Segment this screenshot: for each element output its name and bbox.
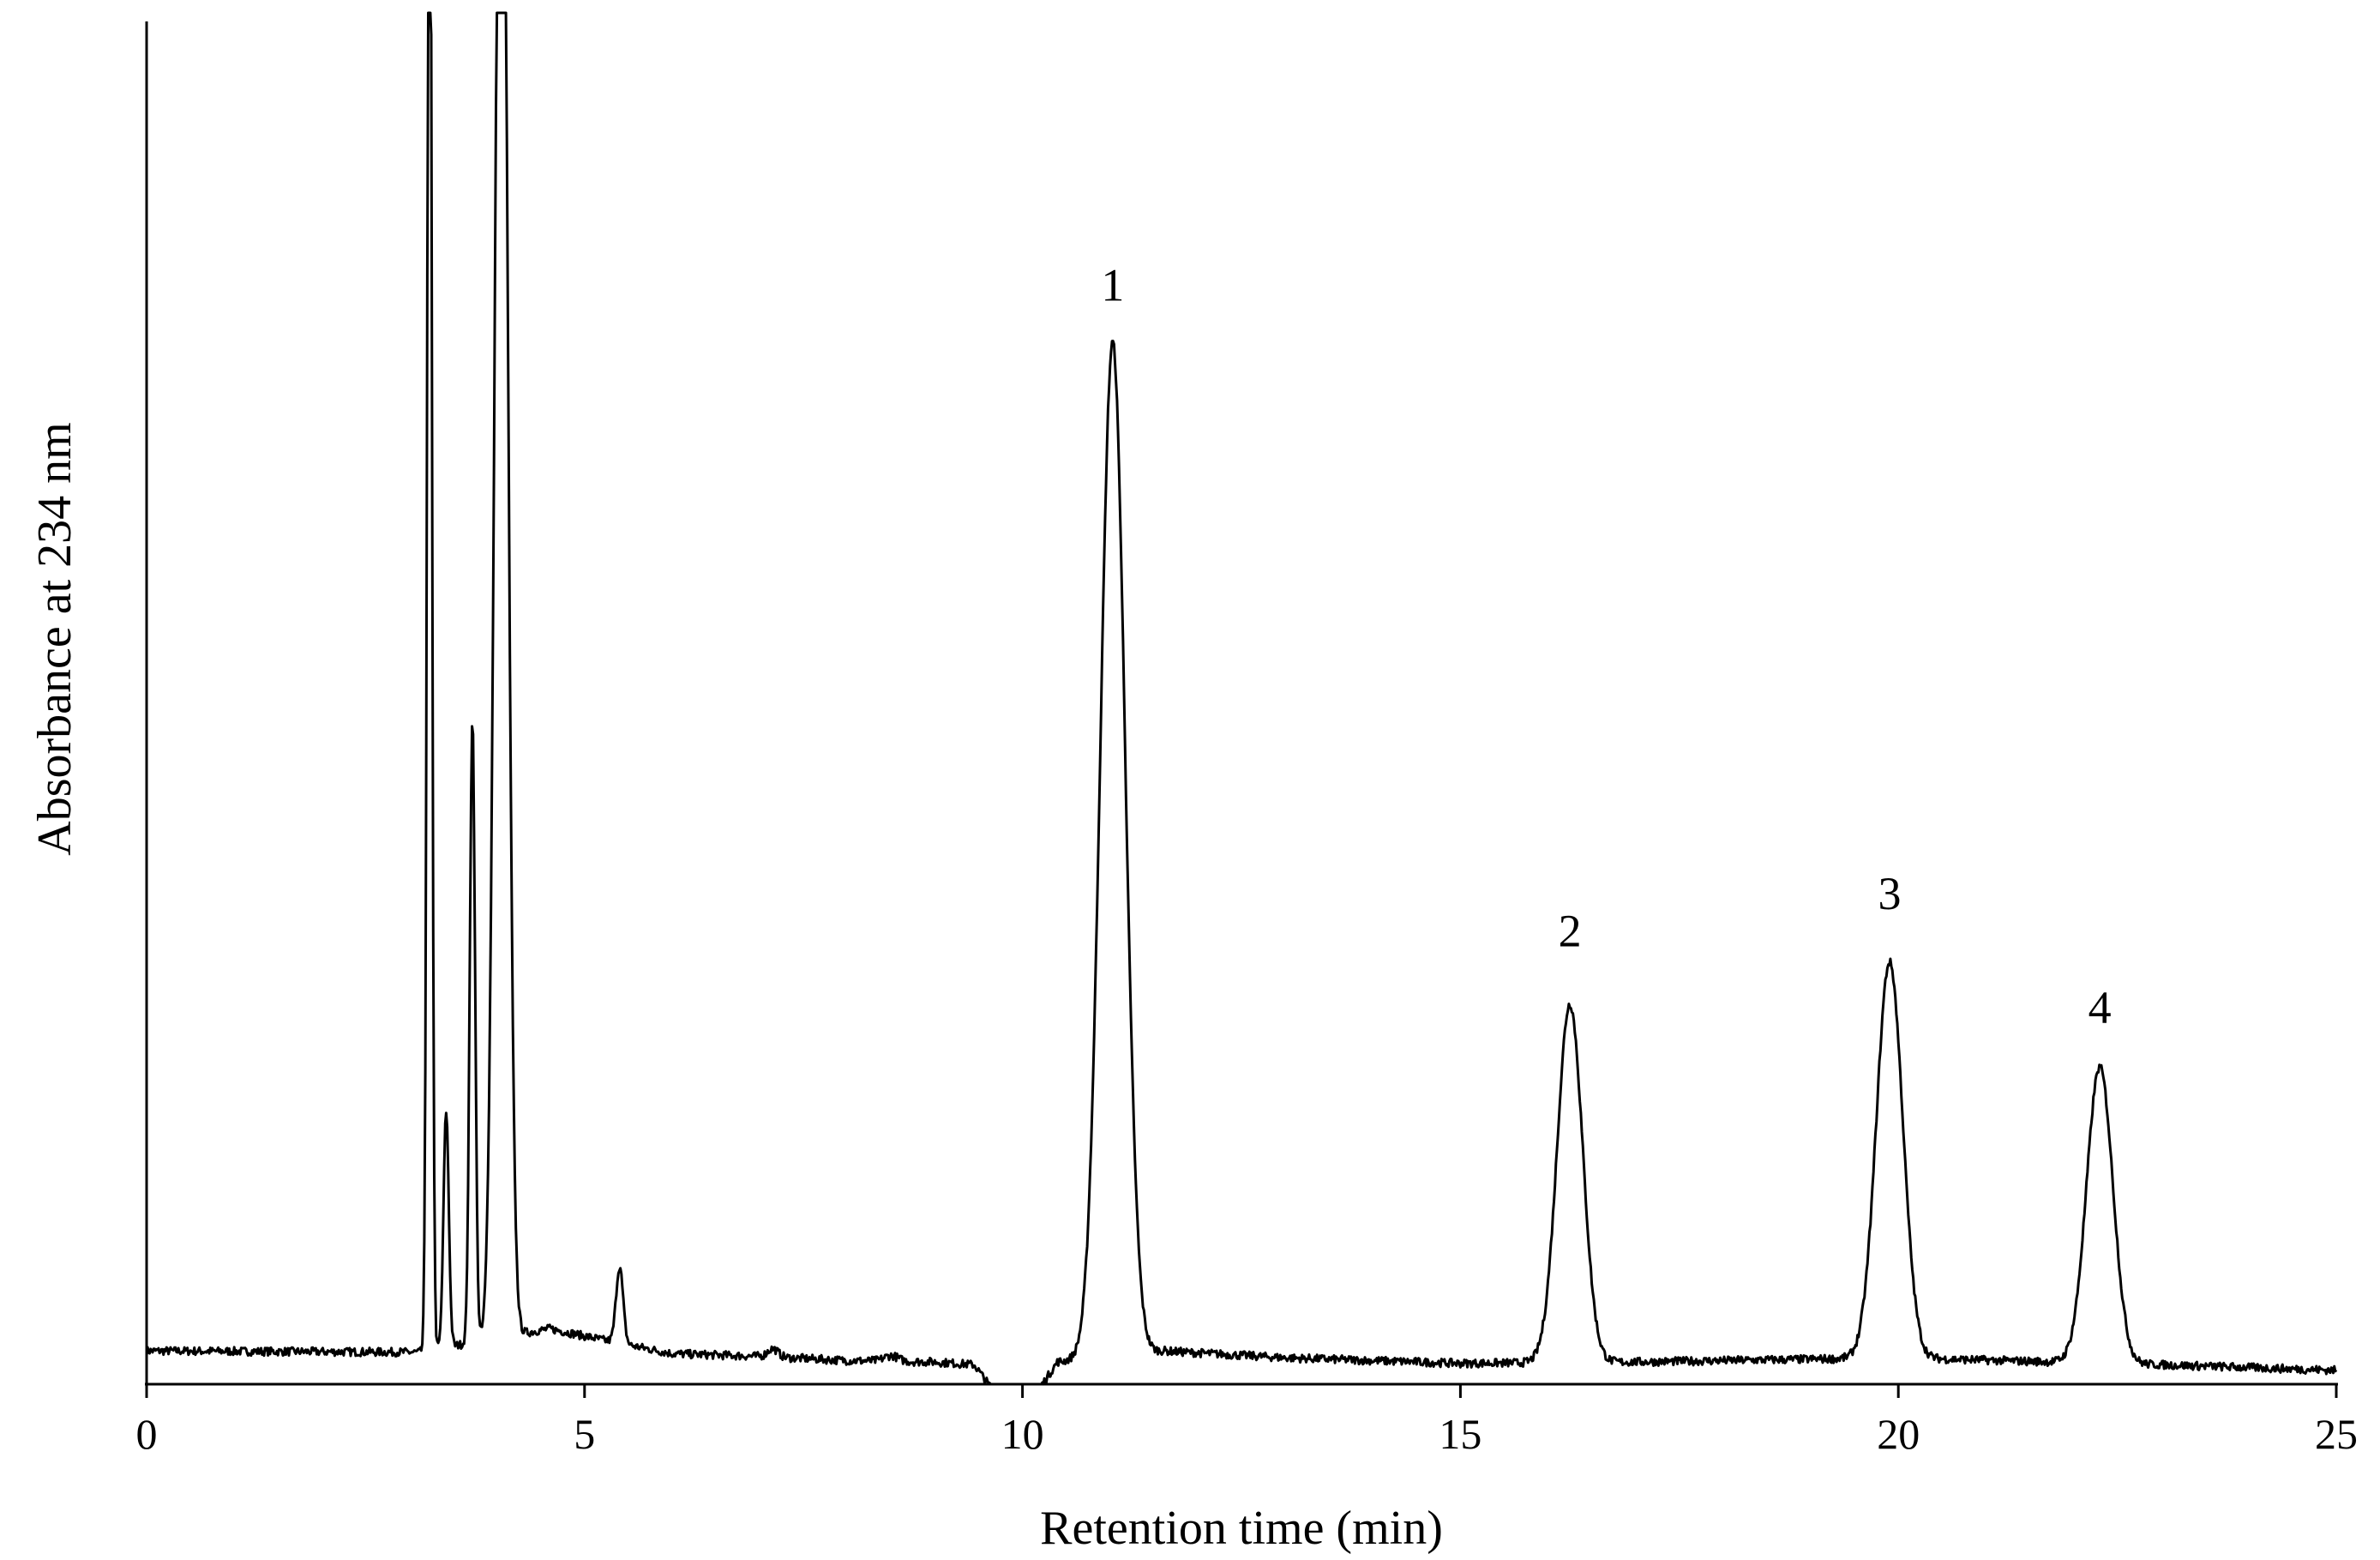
- chromatogram-trace: [145, 11, 2338, 1386]
- peak-label: 3: [1878, 868, 1901, 919]
- x-tick-label: 5: [574, 1410, 595, 1458]
- axes: [145, 21, 2338, 1386]
- peak-label: 1: [1101, 259, 1124, 310]
- peak-label: 4: [2089, 982, 2112, 1033]
- x-tick-label: 10: [1001, 1410, 1044, 1458]
- y-axis-title: Absorbance at 234 nm: [28, 422, 81, 855]
- x-tick-labels: 0 5 10 15 20 25: [136, 1410, 2359, 1458]
- x-tick-label: 15: [1439, 1410, 1481, 1458]
- x-ticks: [145, 1384, 2338, 1398]
- x-tick-label: 25: [2315, 1410, 2358, 1458]
- x-tick-label: 20: [1877, 1410, 1920, 1458]
- x-tick-label: 0: [136, 1410, 158, 1458]
- peak-label: 2: [1559, 906, 1582, 957]
- x-axis-title: Retention time (min): [1040, 1502, 1443, 1555]
- peak-labels: 1 2 3 4: [1101, 259, 2111, 1033]
